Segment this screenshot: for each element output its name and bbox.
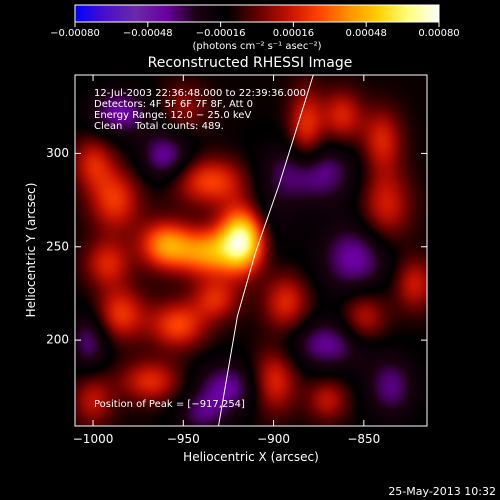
y-tick-label-0: 200 (46, 333, 69, 347)
colorbar-tick-label-4: 0.00048 (346, 28, 387, 39)
plot-frame (74, 74, 428, 427)
colorbar-tick-label-0: −0.00080 (50, 28, 100, 39)
x-tick-label-2: −900 (257, 432, 290, 446)
x-ticks (92, 75, 365, 426)
info-block: 12-Jul-2003 22:36:48.000 to 22:39:36.000… (94, 88, 306, 132)
info-line-time: 12-Jul-2003 22:36:48.000 to 22:39:36.000 (94, 88, 306, 99)
colorbar-tick-label-1: −0.00048 (123, 28, 173, 39)
date-stamp: 25-May-2013 10:32 (388, 485, 496, 498)
x-tick-label-3: −850 (347, 432, 380, 446)
colorbar-gradient (74, 4, 440, 23)
colorbar-tick-label-2: −0.00016 (196, 28, 246, 39)
x-tick-label-1: −950 (167, 432, 200, 446)
y-tick-label-2: 300 (46, 146, 69, 160)
plot-area (74, 74, 428, 427)
y-ticks (75, 152, 427, 341)
x-tick-label-0: −1000 (73, 432, 114, 446)
colorbar: −0.00080 −0.00048 −0.00016 0.00016 0.000… (50, 4, 460, 52)
info-line-energy: Energy Range: 12.0 − 25.0 keV (94, 110, 251, 121)
peak-position-label: Position of Peak = [−917,254] (94, 399, 245, 410)
colorbar-tick-label-5: 0.00080 (418, 28, 459, 39)
heatmap-image (75, 75, 427, 426)
colorbar-tick-label-3: 0.00016 (273, 28, 314, 39)
colorbar-ticks (74, 22, 440, 27)
info-line-counts: Clean Total counts: 489. (94, 121, 224, 132)
info-line-detectors: Detectors: 4F 5F 6F 7F 8F, Att 0 (94, 99, 253, 110)
x-axis-label: Heliocentric X (arcsec) (183, 450, 319, 464)
y-axis-label: Heliocentric Y (arcsec) (24, 183, 38, 318)
colorbar-unit-label: (photons cm⁻² s⁻¹ asec⁻²) (192, 41, 321, 52)
solar-limb-line (218, 75, 314, 426)
chart-title: Reconstructed RHESSI Image (148, 55, 353, 71)
y-tick-label-1: 250 (46, 239, 69, 253)
